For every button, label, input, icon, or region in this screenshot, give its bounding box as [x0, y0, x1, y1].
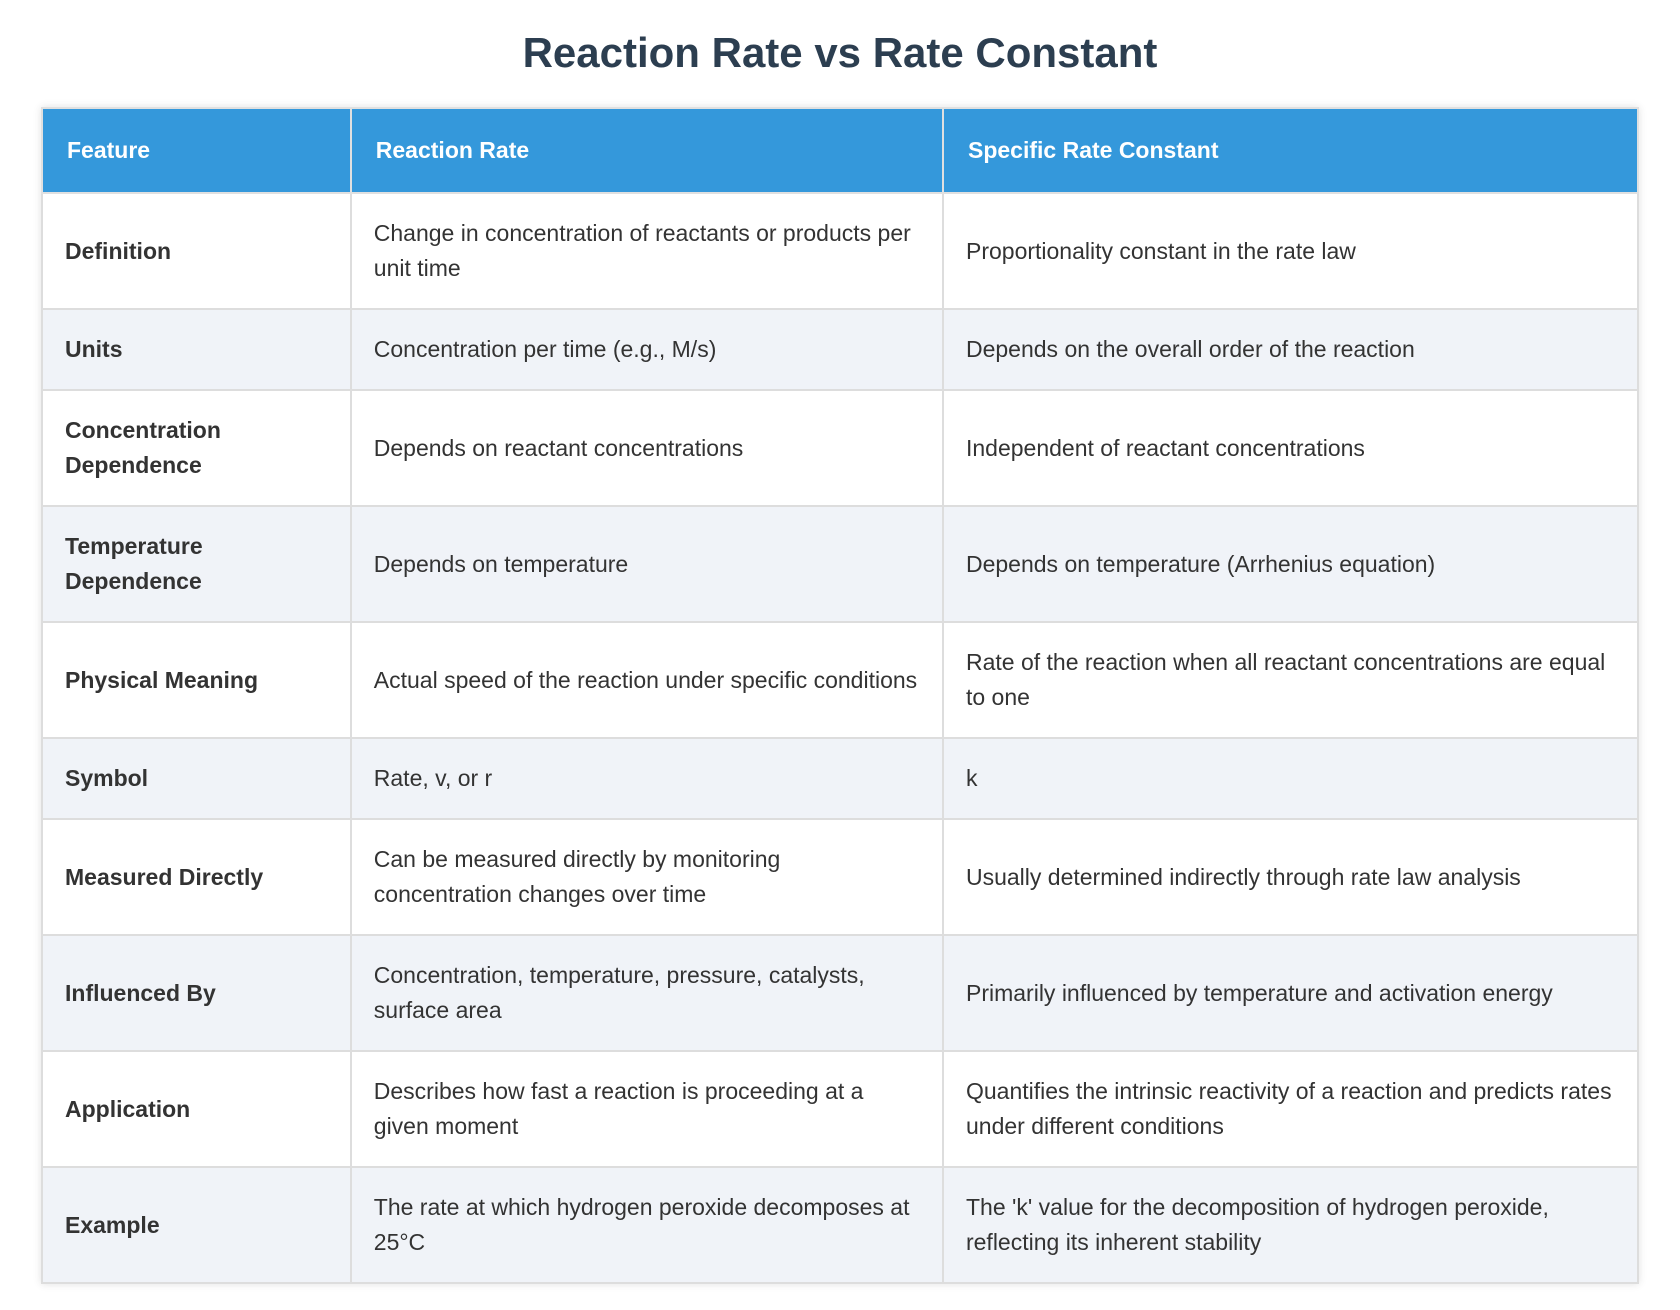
table-cell: Proportionality constant in the rate law — [941, 192, 1640, 310]
table-cell: Depends on the overall order of the reac… — [941, 308, 1640, 391]
feature-cell: Influenced By — [41, 934, 352, 1052]
table-cell: Concentration per time (e.g., M/s) — [349, 308, 944, 391]
header-row: Feature Reaction Rate Specific Rate Consta… — [41, 107, 1640, 194]
table-cell: Independent of reactant concentrations — [941, 389, 1640, 507]
feature-cell: Definition — [41, 192, 352, 310]
table-cell: k — [941, 737, 1640, 820]
page-title: Reaction Rate vs Rate Constant — [522, 29, 1158, 76]
table-row: Units Concentration per time (e.g., M/s) D… — [41, 308, 1640, 391]
table-cell: The 'k' value for the decomposition of h… — [941, 1166, 1640, 1284]
table-cell: Depends on temperature (Arrhenius equati… — [941, 505, 1640, 623]
table-cell: Quantifies the intrinsic reactivity of a… — [941, 1050, 1640, 1168]
table-row: Measured Directly Can be measured directl… — [41, 818, 1640, 936]
table-row: Application Describes how fast a reaction… — [41, 1050, 1640, 1168]
feature-cell: Example — [41, 1166, 352, 1284]
table-cell: Depends on reactant concentrations — [349, 389, 944, 507]
feature-cell: Concentration Dependence — [41, 389, 352, 507]
table-cell: Change in concentration of reactants or … — [349, 192, 944, 310]
header-cell: Reaction Rate — [349, 107, 944, 194]
feature-cell: Symbol — [41, 737, 352, 820]
table-cell: Rate of the reaction when all reactant c… — [941, 621, 1640, 739]
table-row: Concentration Dependence Depends on react… — [41, 389, 1640, 507]
table-cell: Usually determined indirectly through ra… — [941, 818, 1640, 936]
table-body: Definition Change in concentration of rea… — [41, 192, 1640, 1284]
table-row: Physical Meaning Actual speed of the reac… — [41, 621, 1640, 739]
feature-cell: Application — [41, 1050, 352, 1168]
feature-cell: Physical Meaning — [41, 621, 352, 739]
table-cell: The rate at which hydrogen peroxide deco… — [349, 1166, 944, 1284]
table-cell: Depends on temperature — [349, 505, 944, 623]
table-cell: Concentration, temperature, pressure, ca… — [349, 934, 944, 1052]
table-cell: Describes how fast a reaction is proceed… — [349, 1050, 944, 1168]
table-row: Example The rate at which hydrogen peroxi… — [41, 1166, 1640, 1284]
header-cell: Feature — [41, 107, 352, 194]
table-cell: Primarily influenced by temperature and … — [941, 934, 1640, 1052]
table-cell: Actual speed of the reaction under speci… — [349, 621, 944, 739]
feature-cell: Temperature Dependence — [41, 505, 352, 623]
header-cell: Specific Rate Constant — [941, 107, 1640, 194]
table-row: Definition Change in concentration of rea… — [41, 192, 1640, 310]
table-cell: Can be measured directly by monitoring c… — [349, 818, 944, 936]
feature-cell: Units — [41, 308, 352, 391]
comparison-table: Feature Reaction Rate Specific Rate Consta… — [41, 107, 1640, 1284]
feature-cell: Measured Directly — [41, 818, 352, 936]
table-row: Temperature Dependence Depends on tempera… — [41, 505, 1640, 623]
table-row: Influenced By Concentration, temperature,… — [41, 934, 1640, 1052]
table-cell: Rate, v, or r — [349, 737, 944, 820]
